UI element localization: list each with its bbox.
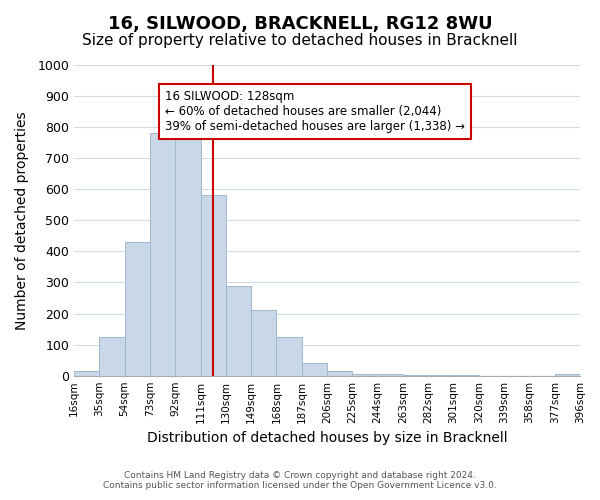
Bar: [226, 286, 251, 376]
Text: Contains HM Land Registry data © Crown copyright and database right 2024.
Contai: Contains HM Land Registry data © Crown c…: [103, 470, 497, 490]
Bar: [251, 310, 277, 376]
Bar: [175, 127, 200, 376]
Bar: [200, 196, 226, 376]
Bar: [100, 337, 125, 376]
Bar: [150, 134, 175, 376]
Y-axis label: Number of detached properties: Number of detached properties: [15, 111, 29, 330]
X-axis label: Distribution of detached houses by size in Bracknell: Distribution of detached houses by size …: [147, 431, 508, 445]
Text: 16, SILWOOD, BRACKNELL, RG12 8WU: 16, SILWOOD, BRACKNELL, RG12 8WU: [107, 15, 493, 33]
Bar: [377, 374, 403, 376]
Bar: [352, 374, 377, 376]
Text: 16 SILWOOD: 128sqm
← 60% of detached houses are smaller (2,044)
39% of semi-deta: 16 SILWOOD: 128sqm ← 60% of detached hou…: [165, 90, 465, 133]
Bar: [74, 371, 100, 376]
Bar: [302, 364, 327, 376]
Bar: [403, 375, 428, 376]
Bar: [327, 371, 352, 376]
Bar: [125, 242, 150, 376]
Bar: [555, 374, 580, 376]
Bar: [277, 337, 302, 376]
Text: Size of property relative to detached houses in Bracknell: Size of property relative to detached ho…: [82, 32, 518, 48]
